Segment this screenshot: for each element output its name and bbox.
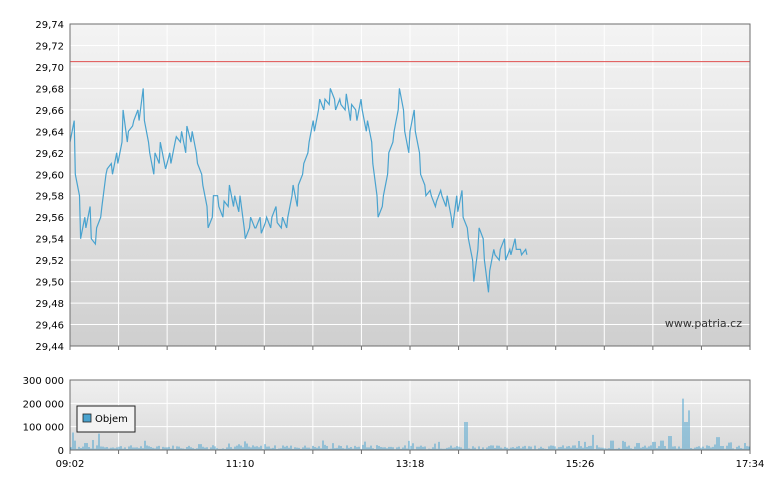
volume-legend: Objem bbox=[76, 405, 136, 433]
volume-y-tick-label: 300 000 bbox=[23, 376, 64, 387]
price-panel: 29,74 29,72 29,70 29,68 29,66 29,64 29,62 29,60… bbox=[35, 20, 751, 353]
price-y-ticks: 29,74 29,72 29,70 29,68 29,66 29,64 29,62 29,60… bbox=[35, 20, 64, 353]
price-y-tick-label: 29,68 bbox=[35, 84, 64, 95]
volume-y-tick-label: 0 bbox=[58, 446, 64, 457]
volume-panel: 300 000 200 000 100 000 0 09:02 11:10 13:18 15… bbox=[23, 376, 765, 470]
price-y-tick-label: 29,58 bbox=[35, 192, 64, 203]
price-y-tick-label: 29,48 bbox=[35, 299, 64, 310]
price-y-tick-label: 29,70 bbox=[35, 63, 64, 74]
price-x-ticks bbox=[69, 346, 751, 350]
price-y-tick-label: 29,60 bbox=[35, 170, 64, 181]
volume-y-tick-label: 200 000 bbox=[23, 399, 64, 410]
price-y-tick-label: 29,56 bbox=[35, 213, 64, 224]
x-tick-label: 15:26 bbox=[566, 459, 595, 470]
price-grid bbox=[69, 23, 751, 347]
x-tick-label: 09:02 bbox=[56, 459, 85, 470]
price-y-tick-label: 29,64 bbox=[35, 127, 64, 138]
volume-y-ticks: 300 000 200 000 100 000 0 bbox=[23, 376, 64, 457]
x-tick-label: 11:10 bbox=[226, 459, 255, 470]
legend-label: Objem bbox=[95, 414, 128, 425]
volume-y-tick-label: 100 000 bbox=[23, 423, 64, 434]
legend-swatch bbox=[82, 413, 92, 423]
x-tick-label: 13:18 bbox=[396, 459, 425, 470]
price-y-tick-label: 29,74 bbox=[35, 20, 64, 31]
price-y-tick-label: 29,44 bbox=[35, 342, 64, 353]
price-y-tick-label: 29,52 bbox=[35, 256, 64, 267]
price-y-tick-label: 29,54 bbox=[35, 235, 64, 246]
watermark: www.patria.cz bbox=[665, 317, 742, 330]
price-series-line bbox=[69, 88, 528, 293]
price-y-tick-label: 29,72 bbox=[35, 41, 64, 52]
price-y-tick-label: 29,62 bbox=[35, 149, 64, 160]
volume-x-ticks: 09:02 11:10 13:18 15:26 17:34 bbox=[56, 450, 765, 470]
price-y-tick-label: 29,66 bbox=[35, 106, 64, 117]
x-tick-label: 17:34 bbox=[736, 459, 765, 470]
price-y-tick-label: 29,50 bbox=[35, 278, 64, 289]
price-y-tick-label: 29,46 bbox=[35, 321, 64, 332]
